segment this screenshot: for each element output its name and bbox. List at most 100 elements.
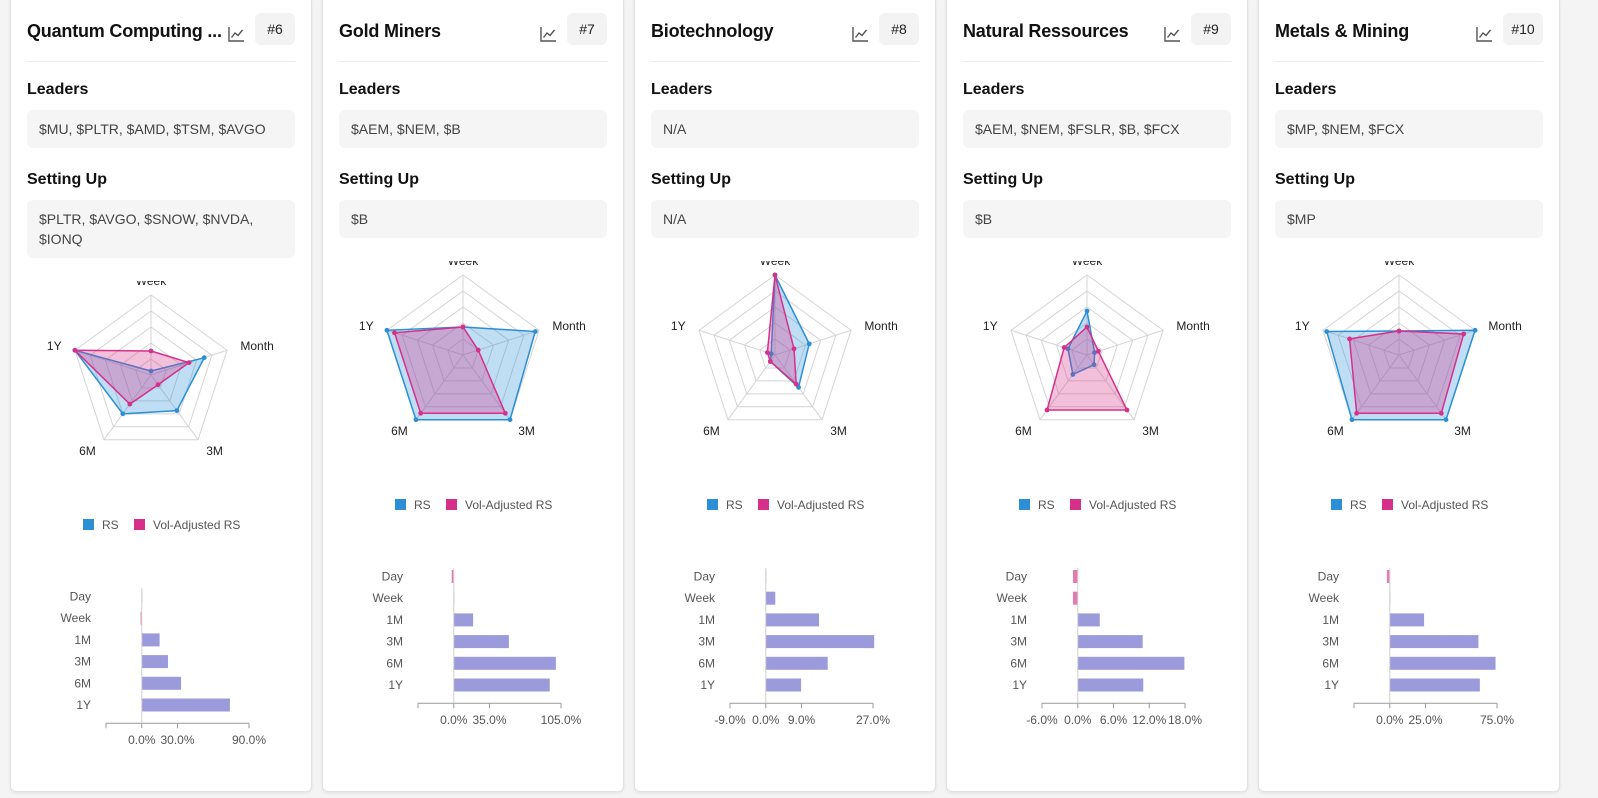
bar-1m[interactable]	[1389, 613, 1425, 627]
bar-day[interactable]	[1386, 570, 1390, 583]
bar-6m[interactable]	[1077, 656, 1185, 670]
card-title[interactable]: Biotechnology	[651, 21, 774, 41]
radar-point-vol-adjusted-rs-month[interactable]	[1461, 331, 1467, 337]
bar-week[interactable]	[1072, 591, 1078, 605]
radar-point-vol-adjusted-rs-6m[interactable]	[1354, 410, 1360, 416]
radar-point-vol-adjusted-rs-6m[interactable]	[127, 401, 133, 407]
radar-point-vol-adjusted-rs-week[interactable]	[1396, 328, 1402, 334]
bar-6m[interactable]	[141, 676, 182, 690]
radar-series-rs[interactable]	[1325, 329, 1477, 421]
radar-series-rs[interactable]	[72, 348, 206, 415]
rank-badge[interactable]: #8	[879, 13, 919, 45]
card-title[interactable]: Natural Ressources	[963, 21, 1129, 41]
radar-point-rs-month[interactable]	[806, 341, 812, 347]
radar-point-vol-adjusted-rs-month[interactable]	[186, 360, 192, 366]
bar-1y[interactable]	[765, 678, 802, 692]
radar-point-vol-adjusted-rs-3m[interactable]	[502, 410, 508, 416]
radar-point-rs-week[interactable]	[1084, 308, 1090, 314]
legend-swatch-rs[interactable]	[1331, 499, 1342, 510]
legend-swatch-vol-adjusted-rs[interactable]	[1382, 499, 1393, 510]
radar-point-rs-week[interactable]	[148, 368, 154, 374]
radar-point-rs-month[interactable]	[532, 329, 538, 334]
radar-point-rs-1y[interactable]	[384, 327, 390, 333]
radar-point-rs-3m[interactable]	[174, 408, 180, 413]
legend-swatch-vol-adjusted-rs[interactable]	[1070, 499, 1081, 510]
card-title[interactable]: Quantum Computing ...	[27, 21, 222, 41]
legend-swatch-rs[interactable]	[395, 499, 406, 510]
line-chart-icon[interactable]	[1471, 21, 1497, 47]
radar-point-vol-adjusted-rs-week[interactable]	[1084, 324, 1090, 330]
line-chart-icon[interactable]	[535, 21, 561, 47]
bar-week[interactable]	[140, 611, 142, 625]
radar-point-rs-6m[interactable]	[1349, 417, 1355, 423]
bar-3m[interactable]	[1389, 635, 1479, 649]
bar-day[interactable]	[451, 570, 454, 583]
legend-swatch-vol-adjusted-rs[interactable]	[134, 519, 145, 530]
radar-point-vol-adjusted-rs-1y[interactable]	[1347, 336, 1352, 342]
bar-week[interactable]	[765, 591, 776, 605]
radar-point-rs-6m[interactable]	[413, 417, 419, 423]
bar-1y[interactable]	[453, 678, 550, 692]
radar-point-vol-adjusted-rs-week[interactable]	[460, 324, 466, 330]
radar-point-rs-month[interactable]	[1092, 350, 1098, 355]
bar-1m[interactable]	[453, 613, 474, 627]
bar-6m[interactable]	[453, 656, 556, 670]
radar-series-vol-adjusted-rs[interactable]	[1046, 325, 1129, 411]
rank-badge[interactable]: #9	[1191, 13, 1231, 45]
bar-6m[interactable]	[765, 656, 828, 670]
bar-1y[interactable]	[141, 698, 230, 712]
rank-badge[interactable]: #10	[1503, 13, 1543, 45]
radar-series-vol-adjusted-rs[interactable]	[73, 349, 191, 406]
radar-point-vol-adjusted-rs-month[interactable]	[475, 347, 481, 353]
radar-point-vol-adjusted-rs-6m[interactable]	[1044, 407, 1050, 413]
radar-point-rs-1y[interactable]	[768, 351, 774, 357]
radar-point-vol-adjusted-rs-6m[interactable]	[418, 410, 424, 416]
rank-badge[interactable]: #7	[567, 13, 607, 45]
bar-3m[interactable]	[141, 655, 168, 669]
radar-point-vol-adjusted-rs-3m[interactable]	[155, 382, 161, 388]
radar-point-vol-adjusted-rs-1y[interactable]	[764, 350, 770, 355]
radar-point-vol-adjusted-rs-3m[interactable]	[1438, 410, 1444, 416]
legend-swatch-vol-adjusted-rs[interactable]	[446, 499, 457, 510]
bar-1y[interactable]	[1077, 678, 1144, 692]
radar-point-vol-adjusted-rs-1y[interactable]	[392, 330, 397, 336]
radar-point-vol-adjusted-rs-6m[interactable]	[767, 359, 773, 364]
radar-point-vol-adjusted-rs-month[interactable]	[791, 346, 797, 352]
bar-3m[interactable]	[1077, 635, 1143, 649]
card-title[interactable]: Metals & Mining	[1275, 21, 1410, 41]
legend-swatch-rs[interactable]	[707, 499, 718, 510]
bar-3m[interactable]	[453, 635, 509, 649]
radar-point-vol-adjusted-rs-1y[interactable]	[72, 347, 78, 353]
line-chart-icon[interactable]	[1159, 21, 1185, 47]
bar-day[interactable]	[1072, 570, 1078, 583]
radar-point-rs-3m[interactable]	[1091, 362, 1097, 368]
radar-series-vol-adjusted-rs[interactable]	[766, 274, 798, 386]
radar-point-vol-adjusted-rs-1y[interactable]	[1061, 345, 1067, 350]
radar-series-vol-adjusted-rs[interactable]	[393, 326, 507, 414]
radar-point-rs-month[interactable]	[201, 355, 207, 361]
legend-swatch-rs[interactable]	[83, 519, 94, 530]
bar-1m[interactable]	[141, 633, 160, 647]
line-chart-icon[interactable]	[847, 21, 873, 47]
radar-point-rs-1y[interactable]	[1324, 329, 1330, 334]
radar-series-vol-adjusted-rs[interactable]	[1348, 330, 1465, 414]
radar-point-vol-adjusted-rs-month[interactable]	[1096, 348, 1101, 354]
bar-1m[interactable]	[1077, 613, 1100, 627]
radar-point-rs-3m[interactable]	[1443, 417, 1449, 423]
radar-point-vol-adjusted-rs-3m[interactable]	[1124, 407, 1130, 413]
radar-point-rs-6m[interactable]	[1070, 372, 1076, 377]
legend-swatch-rs[interactable]	[1019, 499, 1030, 510]
radar-point-rs-3m[interactable]	[507, 417, 513, 423]
radar-point-vol-adjusted-rs-week[interactable]	[148, 348, 154, 354]
bar-1y[interactable]	[1389, 678, 1480, 692]
radar-point-rs-6m[interactable]	[120, 411, 126, 417]
card-title[interactable]: Gold Miners	[339, 21, 441, 41]
bar-3m[interactable]	[765, 635, 875, 649]
bar-1m[interactable]	[765, 613, 819, 627]
rank-badge[interactable]: #6	[255, 13, 295, 45]
radar-point-rs-month[interactable]	[1472, 327, 1478, 333]
radar-point-rs-1y[interactable]	[1065, 346, 1071, 352]
radar-point-vol-adjusted-rs-week[interactable]	[772, 272, 778, 278]
bar-6m[interactable]	[1389, 656, 1496, 670]
legend-swatch-vol-adjusted-rs[interactable]	[758, 499, 769, 510]
